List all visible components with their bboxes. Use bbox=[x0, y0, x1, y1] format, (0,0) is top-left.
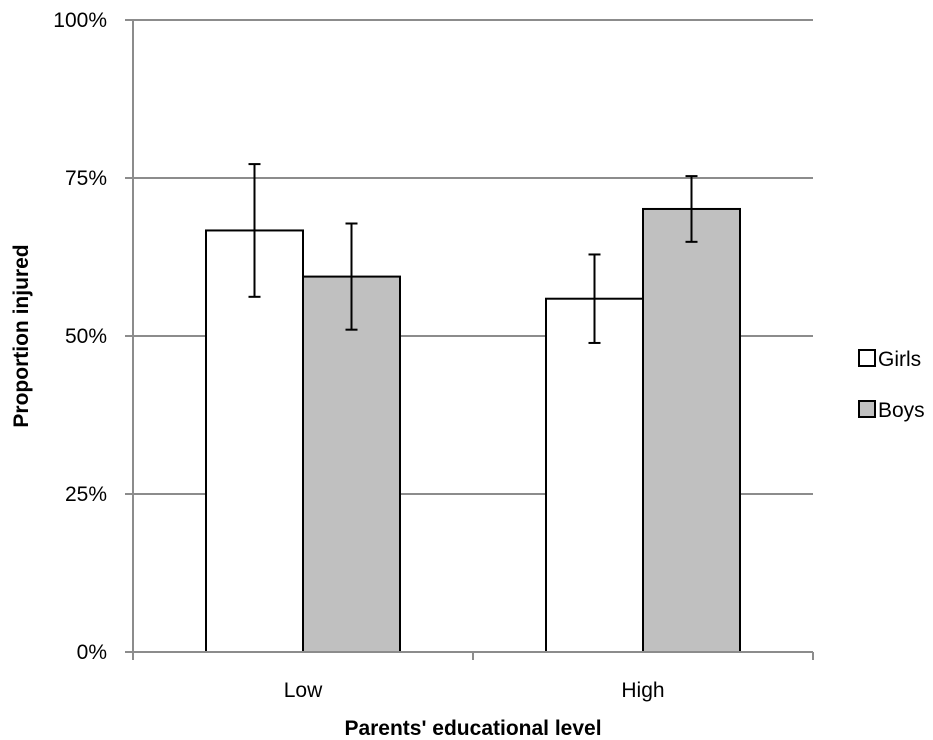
x-tick-label: High bbox=[621, 679, 664, 702]
legend-label: Boys bbox=[878, 399, 925, 422]
y-tick-label: 0% bbox=[77, 641, 107, 664]
x-axis-title: Parents' educational level bbox=[344, 717, 601, 740]
legend-label: Girls bbox=[878, 348, 921, 371]
error-bar bbox=[345, 222, 358, 331]
y-tick-label: 75% bbox=[65, 167, 107, 190]
x-tick-label: Low bbox=[284, 679, 323, 702]
bar-girls-high bbox=[545, 297, 644, 653]
bar-boys-high bbox=[642, 207, 741, 654]
bar-girls-low bbox=[205, 229, 304, 653]
y-tick-label: 25% bbox=[65, 483, 107, 506]
legend-item-girls: Girls bbox=[858, 348, 921, 371]
tick-labels: 0% 25% 50% 75% 100% Low High bbox=[53, 9, 664, 702]
y-tick-label: 50% bbox=[65, 325, 107, 348]
y-tick-label: 100% bbox=[53, 9, 107, 32]
axes bbox=[125, 20, 814, 660]
bar-boys-low bbox=[302, 275, 401, 653]
error-bar bbox=[248, 163, 261, 298]
error-bar bbox=[685, 175, 698, 243]
legend: Girls Boys bbox=[858, 348, 925, 422]
error-bar bbox=[588, 253, 601, 344]
bars bbox=[205, 207, 741, 654]
error-bars bbox=[248, 163, 698, 344]
legend-swatch bbox=[858, 349, 876, 367]
legend-swatch bbox=[858, 400, 876, 418]
legend-item-boys: Boys bbox=[858, 399, 925, 422]
y-axis-title: Proportion injured bbox=[10, 244, 33, 427]
